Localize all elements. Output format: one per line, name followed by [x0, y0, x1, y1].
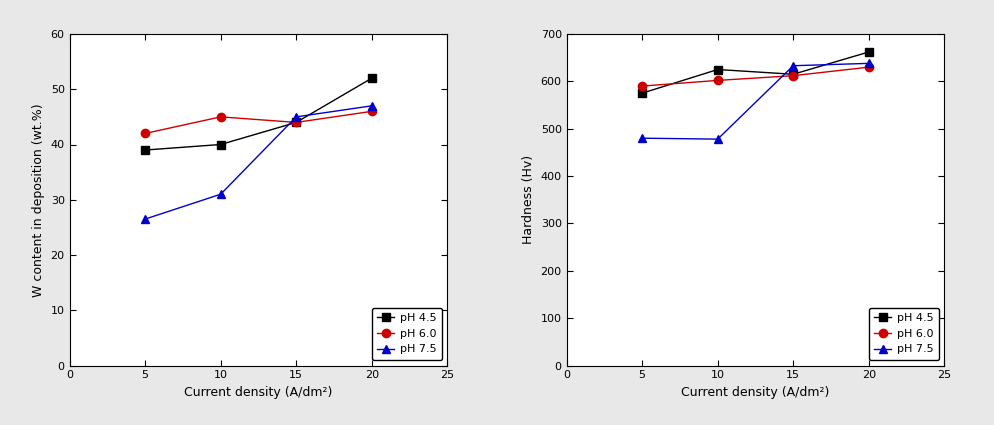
- Line: pH 4.5: pH 4.5: [141, 74, 376, 154]
- pH 4.5: [290, 120, 302, 125]
- pH 6.0: [366, 109, 378, 114]
- pH 4.5: [863, 49, 875, 54]
- pH 4.5: [636, 91, 648, 96]
- Line: pH 6.0: pH 6.0: [141, 107, 376, 138]
- pH 6.0: [290, 120, 302, 125]
- pH 6.0: [787, 73, 799, 78]
- pH 7.5: [787, 63, 799, 68]
- pH 7.5: [290, 114, 302, 119]
- pH 7.5: [712, 136, 724, 142]
- Line: pH 4.5: pH 4.5: [638, 48, 873, 97]
- Y-axis label: Hardness (Hv): Hardness (Hv): [522, 155, 535, 244]
- pH 7.5: [366, 103, 378, 108]
- pH 7.5: [636, 136, 648, 141]
- X-axis label: Current density (A/dm²): Current density (A/dm²): [184, 386, 333, 399]
- pH 4.5: [712, 67, 724, 72]
- pH 7.5: [863, 61, 875, 66]
- pH 6.0: [215, 114, 227, 119]
- pH 7.5: [215, 192, 227, 197]
- X-axis label: Current density (A/dm²): Current density (A/dm²): [681, 386, 830, 399]
- pH 6.0: [139, 131, 151, 136]
- Legend: pH 4.5, pH 6.0, pH 7.5: pH 4.5, pH 6.0, pH 7.5: [869, 308, 938, 360]
- pH 6.0: [636, 84, 648, 89]
- pH 4.5: [787, 72, 799, 77]
- Y-axis label: W content in deposition (wt.%): W content in deposition (wt.%): [32, 103, 45, 297]
- pH 6.0: [712, 78, 724, 83]
- pH 6.0: [863, 65, 875, 70]
- pH 4.5: [139, 147, 151, 153]
- pH 4.5: [215, 142, 227, 147]
- Line: pH 7.5: pH 7.5: [638, 59, 873, 143]
- Legend: pH 4.5, pH 6.0, pH 7.5: pH 4.5, pH 6.0, pH 7.5: [372, 308, 441, 360]
- Line: pH 7.5: pH 7.5: [141, 102, 376, 223]
- pH 4.5: [366, 76, 378, 81]
- Line: pH 6.0: pH 6.0: [638, 63, 873, 90]
- pH 7.5: [139, 217, 151, 222]
